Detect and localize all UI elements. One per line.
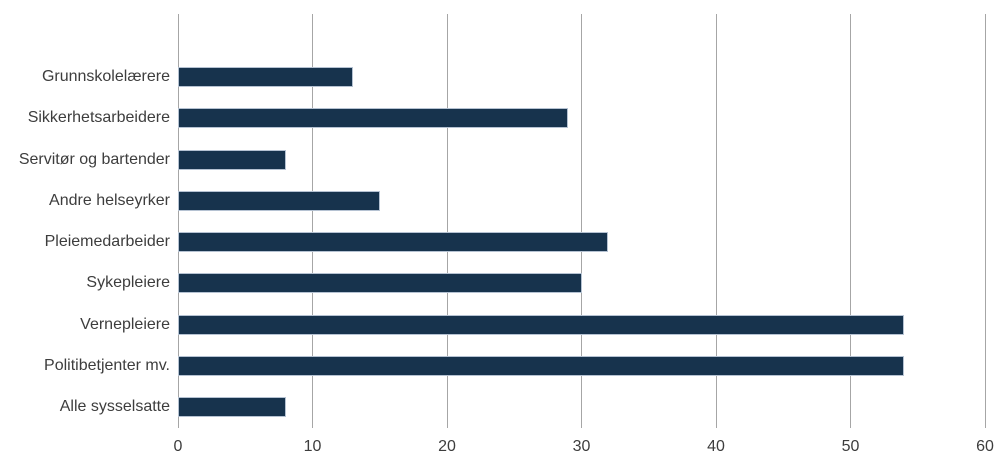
gridline-60 [984,14,986,428]
bar [178,397,286,417]
category-label: Sikkerhetsarbeidere [27,109,170,127]
gridline-50 [850,14,851,428]
bar [178,355,905,376]
bar [178,314,905,335]
category-label: Politibetjenter mv. [44,356,170,374]
category-label: Andre helseyrker [49,191,170,209]
gridline-20 [446,14,448,428]
gridline-0 [177,14,179,428]
x-tick-label: 30 [572,438,591,455]
gridline-10 [312,14,313,428]
bar [178,149,286,170]
x-tick-label: 10 [303,438,322,455]
gridline-30 [581,14,582,428]
category-label: Pleiemedarbeider [44,233,170,250]
x-tick-label: 60 [976,438,994,455]
x-tick-label: 50 [841,438,860,455]
gridline-40 [715,14,717,428]
bar [178,273,582,294]
category-label: Vernepleiere [80,315,170,333]
bar [178,232,609,252]
x-tick-label: 40 [707,438,725,455]
bar [178,67,353,87]
category-label: Servitør og bartender [18,150,170,168]
category-label: Sykepleiere [86,274,170,292]
bar [178,108,569,129]
x-tick-label: 20 [438,438,456,455]
bar [178,190,380,211]
x-tick-label: 0 [173,438,183,455]
category-label: Alle sysselsatte [59,398,170,415]
category-label: Grunnskolelærere [41,68,170,85]
